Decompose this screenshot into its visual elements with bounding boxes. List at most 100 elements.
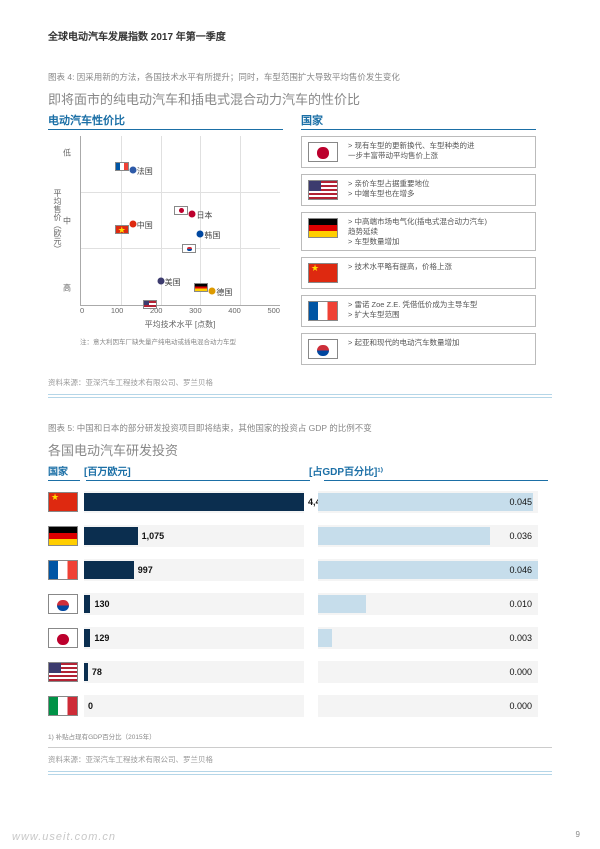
divider	[48, 480, 80, 481]
x-tick: 500	[267, 306, 280, 315]
x-tick: 300	[189, 306, 202, 315]
gdp-bar-track: 0.003	[318, 627, 538, 649]
fig5-col-value: [百万欧元]	[84, 463, 309, 478]
value-bar-fill	[84, 595, 90, 613]
fig5-caption: 图表 5: 中国和日本的部分研发投资项目即将结束，其他国家的投资占 GDP 的比…	[48, 422, 552, 434]
country-box: > 亲价车型占据重要地位> 中端车型也在增多	[301, 174, 536, 206]
fig5-footnote: 1) 补贴占现有GDP百分比（2015年）	[48, 731, 552, 741]
value-bar-fill	[84, 527, 138, 545]
value-bar-track: 0	[84, 695, 304, 717]
x-tick: 400	[228, 306, 241, 315]
scatter-point-label: 德国	[216, 287, 232, 298]
flag-de-icon	[194, 283, 208, 292]
y-axis-label: 平均售价（欧元）	[49, 136, 63, 305]
flag-fr-icon	[115, 162, 129, 171]
divider	[324, 480, 548, 481]
value-bar-fill	[84, 561, 134, 579]
gridline	[81, 248, 280, 249]
flag-cn-icon	[115, 225, 129, 234]
y-tick-low: 低	[63, 147, 71, 158]
y-tick-mid: 中	[63, 215, 71, 226]
country-box: > 现有车型的更新换代、车型种类的进 一步丰富带动平均售价上涨	[301, 136, 536, 168]
flag-fr-icon	[48, 560, 78, 580]
divider	[301, 129, 536, 130]
gdp-bar-label: 0.036	[509, 531, 532, 541]
x-axis-label: 平均技术水平 [点数]	[80, 319, 280, 330]
scatter-point	[129, 220, 136, 227]
fig5-rows: 4,4130.0451,0750.0369970.0461300.0101290…	[48, 487, 552, 721]
value-bar-track: 130	[84, 593, 304, 615]
value-bar-fill	[84, 629, 90, 647]
figure-4: 图表 4: 因采用新的方法，各国技术水平有所提升；同时，车型范围扩大导致平均售价…	[48, 71, 552, 398]
scatter-point-label: 韩国	[204, 230, 220, 241]
country-box-text: > 现有车型的更新换代、车型种类的进 一步丰富带动平均售价上涨	[344, 137, 478, 165]
section-divider	[48, 771, 552, 775]
flag-jp-icon	[308, 142, 338, 162]
x-tick: 100	[111, 306, 124, 315]
value-bar-track: 997	[84, 559, 304, 581]
value-bar-fill	[84, 493, 304, 511]
table-row: 130 0.010	[48, 589, 552, 619]
scatter-point-label: 美国	[165, 277, 181, 288]
flag-kr-icon	[48, 594, 78, 614]
gdp-bar-track: 0.000	[318, 661, 538, 683]
figure-5: 图表 5: 中国和日本的部分研发投资项目即将结束，其他国家的投资占 GDP 的比…	[48, 422, 552, 775]
gdp-bar-track: 0.010	[318, 593, 538, 615]
fig4-title: 即将面市的纯电动汽车和插电式混合动力汽车的性价比	[48, 89, 552, 108]
watermark: www.useit.com.cn	[12, 831, 116, 843]
page-title: 全球电动汽车发展指数 2017 年第一季度	[48, 28, 552, 43]
flag-it-icon	[48, 696, 78, 716]
fig4-source: 资料来源：亚深汽车工程技术有限公司、罗兰贝格	[48, 377, 552, 388]
country-box-text: > 雷诺 Zoe Z.E. 凭借低价成为主导车型> 扩大车型范围	[344, 296, 481, 324]
scatter-point	[129, 166, 136, 173]
country-box: > 中高端市场电气化(插电式混合动力汽车) 趋势延续> 车型数量增加	[301, 212, 536, 251]
value-bar-label: 0	[88, 701, 93, 711]
x-tick: 0	[80, 306, 84, 315]
table-row: 997 0.046	[48, 555, 552, 585]
scatter-chart: 平均售价（欧元） 低 中 高 法国日本中国韩国美国德国	[80, 136, 280, 306]
gdp-bar-label: 0.003	[509, 633, 532, 643]
value-bar-label: 1,075	[142, 531, 165, 541]
gdp-bar-label: 0.010	[509, 599, 532, 609]
page-number: 9	[576, 830, 580, 839]
gdp-bar-fill	[318, 527, 490, 545]
scatter-point	[209, 288, 216, 295]
fig4-left-header: 电动汽车性价比	[48, 112, 283, 128]
scatter-point	[157, 278, 164, 285]
country-box: > 起亚和现代的电动汽车数量增加	[301, 333, 536, 365]
value-bar-track: 78	[84, 661, 304, 683]
country-box-text: > 起亚和现代的电动汽车数量增加	[344, 334, 463, 352]
flag-kr-icon	[308, 339, 338, 359]
country-box-text: > 亲价车型占据重要地位> 中端车型也在增多	[344, 175, 433, 203]
gdp-bar-fill	[318, 595, 366, 613]
value-bar-track: 129	[84, 627, 304, 649]
divider	[86, 480, 310, 481]
gdp-bar-label: 0.045	[509, 497, 532, 507]
flag-kr-icon	[182, 244, 196, 253]
gdp-bar-track: 0.036	[318, 525, 538, 547]
fig4-caption: 图表 4: 因采用新的方法，各国技术水平有所提升；同时，车型范围扩大导致平均售价…	[48, 71, 552, 83]
section-divider	[48, 394, 552, 398]
fig5-title: 各国电动汽车研发投资	[48, 440, 552, 459]
fig4-right-header: 国家	[301, 112, 536, 128]
flag-jp-icon	[174, 206, 188, 215]
flag-fr-icon	[308, 301, 338, 321]
flag-cn-icon	[308, 263, 338, 283]
flag-de-icon	[48, 526, 78, 546]
divider	[48, 747, 552, 748]
gdp-bar-fill	[318, 561, 538, 579]
fig5-col-country: 国家	[48, 463, 84, 478]
scatter-point-label: 法国	[137, 166, 153, 177]
gdp-bar-track: 0.046	[318, 559, 538, 581]
gdp-bar-fill	[318, 493, 533, 511]
flag-us-icon	[143, 300, 157, 309]
gridline	[81, 192, 280, 193]
value-bar-label: 130	[94, 599, 109, 609]
divider	[48, 129, 283, 130]
gdp-bar-label: 0.046	[509, 565, 532, 575]
value-bar-label: 78	[92, 667, 102, 677]
value-bar-track: 1,075	[84, 525, 304, 547]
gdp-bar-label: 0.000	[509, 701, 532, 711]
value-bar-label: 129	[94, 633, 109, 643]
table-row: 0 0.000	[48, 691, 552, 721]
